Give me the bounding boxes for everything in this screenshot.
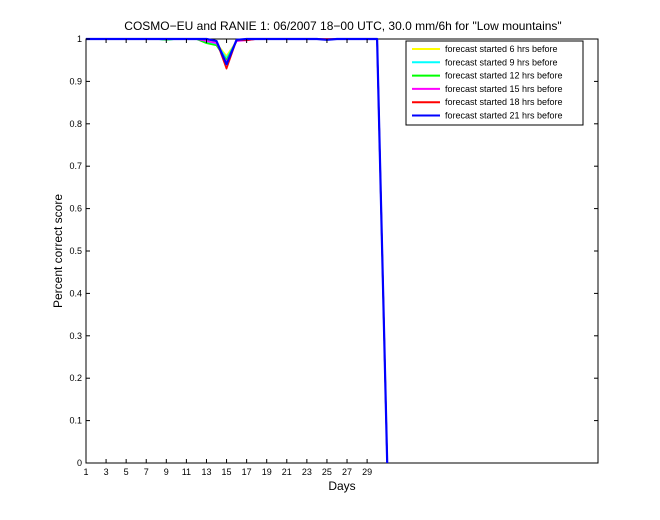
y-tick-label: 0.3 xyxy=(69,331,82,341)
y-tick-label: 0.8 xyxy=(69,119,82,129)
x-tick-label: 29 xyxy=(362,467,372,477)
legend-label: forecast started 12 hrs before xyxy=(445,71,563,81)
x-tick-label: 9 xyxy=(164,467,169,477)
y-axis-label: Percent correct score xyxy=(51,194,65,308)
series-line xyxy=(86,37,389,464)
y-tick-label: 0.9 xyxy=(69,76,82,86)
x-axis-label: Days xyxy=(328,479,355,493)
y-tick-label: 0 xyxy=(77,458,82,468)
x-tick-label: 23 xyxy=(302,467,312,477)
legend-items: forecast started 6 hrs before forecast st… xyxy=(412,44,563,121)
x-axis-ticks: 1 3 5 7 9 11 13 15 17 19 21 23 25 27 29 xyxy=(83,39,372,477)
x-tick-label: 25 xyxy=(322,467,332,477)
x-tick-label: 19 xyxy=(262,467,272,477)
y-tick-label: 0.2 xyxy=(69,373,82,383)
y-tick-label: 1 xyxy=(77,34,82,44)
x-tick-label: 21 xyxy=(282,467,292,477)
y-tick-label: 0.4 xyxy=(69,288,82,298)
x-tick-label: 3 xyxy=(104,467,109,477)
legend-box xyxy=(405,40,584,126)
y-tick-label: 0.6 xyxy=(69,204,82,214)
x-tick-label: 5 xyxy=(124,467,129,477)
legend-label: forecast started 9 hrs before xyxy=(445,57,558,67)
y-axis-ticks: 0 0.1 0.2 0.3 0.4 0.5 0.6 0.7 0.8 0.9 1 xyxy=(69,34,598,468)
legend-label: forecast started 18 hrs before xyxy=(445,97,563,107)
legend-label: forecast started 21 hrs before xyxy=(445,111,563,121)
x-tick-label: 11 xyxy=(182,467,191,477)
chart-legend: forecast started 6 hrs before forecast st… xyxy=(405,40,584,126)
y-tick-label: 0.7 xyxy=(69,161,82,171)
y-tick-label: 0.1 xyxy=(69,416,82,426)
x-tick-label: 1 xyxy=(83,467,88,477)
y-tick-label: 0.5 xyxy=(69,246,82,256)
legend-label: forecast started 15 hrs before xyxy=(445,84,563,94)
chart-title: COSMO−EU and RANIE 1: 06/2007 18−00 UTC,… xyxy=(124,19,561,33)
x-tick-label: 17 xyxy=(242,467,252,477)
series-layer xyxy=(86,37,389,464)
x-tick-label: 27 xyxy=(342,467,352,477)
x-tick-label: 7 xyxy=(144,467,149,477)
legend-label: forecast started 6 hrs before xyxy=(445,44,558,54)
x-tick-label: 15 xyxy=(222,467,232,477)
x-tick-label: 13 xyxy=(201,467,211,477)
